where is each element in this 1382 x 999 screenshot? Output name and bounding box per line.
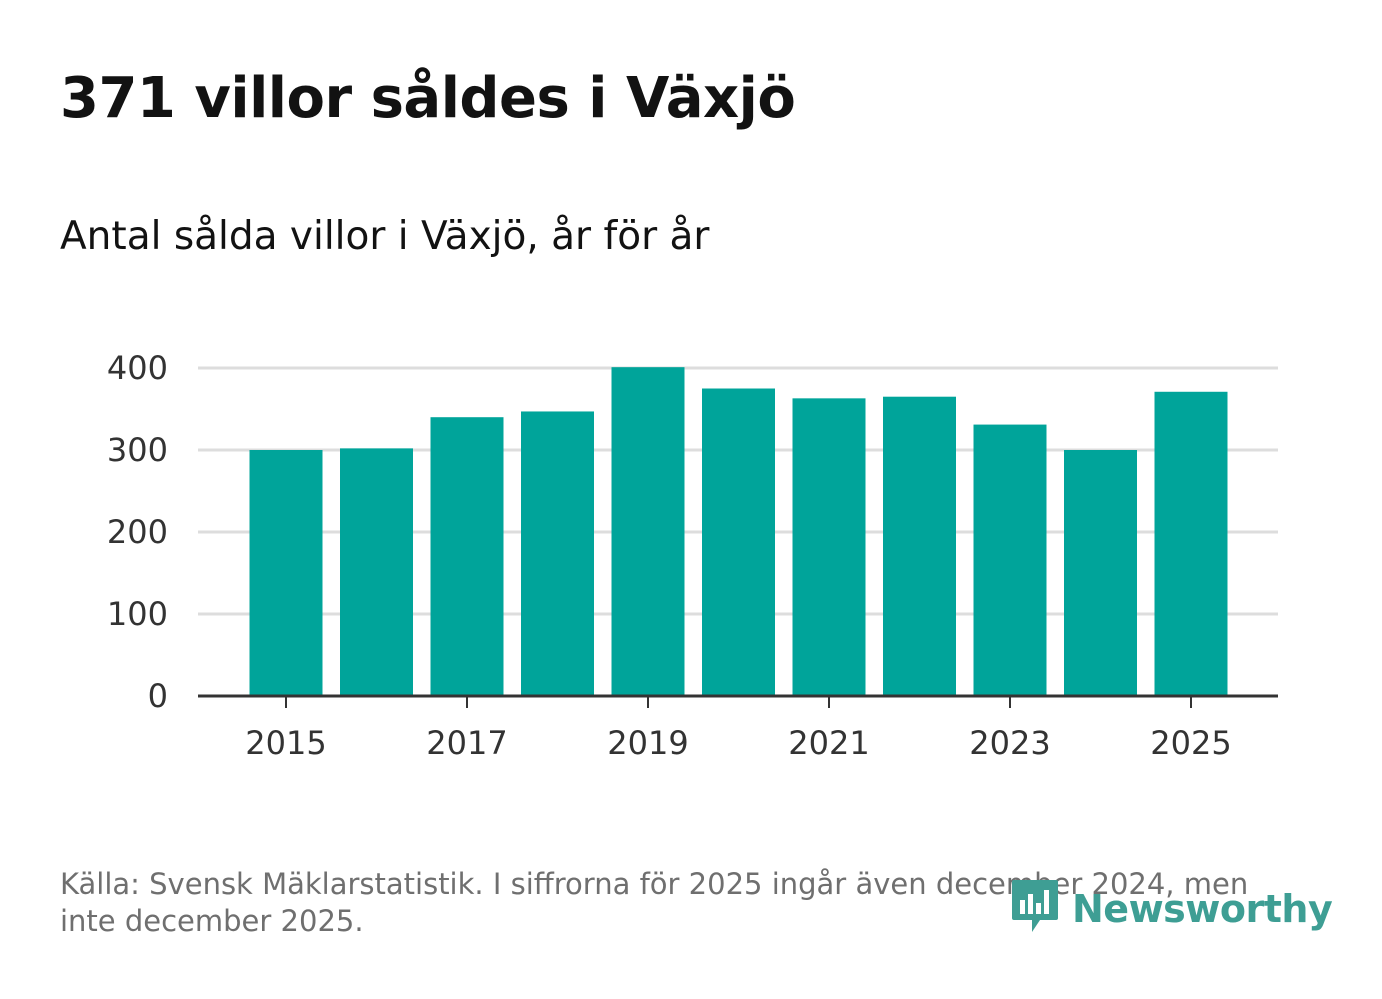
x-tick-label-2017: 2017 <box>426 724 507 762</box>
x-tick-label-2023: 2023 <box>969 724 1050 762</box>
bar-2021 <box>792 398 866 696</box>
bars <box>249 367 1228 696</box>
bar-2019 <box>611 367 685 696</box>
bar-2020 <box>702 388 775 696</box>
bar-2016 <box>340 448 413 696</box>
bar-2023 <box>973 424 1047 696</box>
newsworthy-logo-icon <box>1010 878 1060 940</box>
bar-2024 <box>1064 450 1137 696</box>
x-tick-label-2021: 2021 <box>788 724 869 762</box>
y-tick-label-100: 100 <box>107 595 168 633</box>
chart-subtitle: Antal sålda villor i Växjö, år för år <box>60 214 710 259</box>
y-tick-label-200: 200 <box>107 513 168 551</box>
bar-2022 <box>883 396 956 696</box>
newsworthy-logo: Newsworthy <box>1010 878 1333 940</box>
bar-2015 <box>249 450 323 696</box>
newsworthy-logo-text: Newsworthy <box>1072 887 1333 931</box>
x-tick-label-2015: 2015 <box>245 724 326 762</box>
axes: 0 100 200 300 400 2015 2017 2019 2021 2023 2025 <box>107 349 1278 762</box>
bar-2017 <box>430 417 504 696</box>
y-tick-label-400: 400 <box>107 349 168 387</box>
bar-2025 <box>1154 391 1228 696</box>
chart-title: 371 villor såldes i Växjö <box>60 66 796 131</box>
y-tick-label-300: 300 <box>107 431 168 469</box>
y-tick-label-0: 0 <box>148 677 168 715</box>
x-tick-label-2019: 2019 <box>607 724 688 762</box>
x-tick-label-2025: 2025 <box>1150 724 1231 762</box>
bar-2018 <box>521 411 594 696</box>
